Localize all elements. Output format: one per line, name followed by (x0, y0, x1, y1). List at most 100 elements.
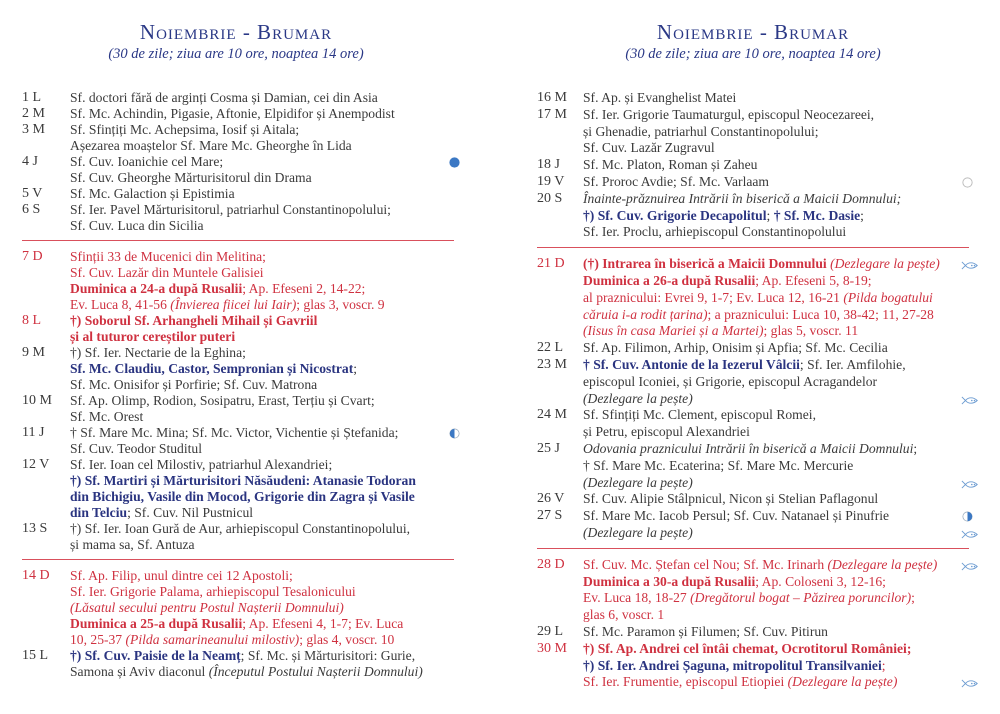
day-text: (†) Intrarea în biserică a Maicii Domnul… (583, 256, 978, 340)
text-segment: Sf. Cuv. Luca din Sicilia (70, 218, 204, 233)
day-entry: 24 M Sf. Sfințiți Mc. Clement, episcopul … (537, 407, 969, 441)
day-entry: 1 L Sf. doctori fără de arginți Cosma și … (22, 90, 454, 106)
text-segment: † Sf. Mare Mc. Ecaterina; Sf. Mare Mc. M… (583, 457, 854, 473)
text-segment: ; Ap. Efeseni 2, 14-22; (242, 281, 366, 296)
saint-highlight: Sf. Mc. Claudiu, Castor, Sempronian și N… (70, 361, 354, 376)
day-text: Sf. doctori fără de arginți Cosma și Dam… (70, 90, 454, 106)
last-quarter-moon-icon (448, 427, 462, 439)
text-segment: Duminica a 25-a după Rusalii (70, 616, 243, 631)
day-text: Sf. Mc. Platon, Roman și Zaheu (583, 157, 969, 174)
day-label: 17 M (537, 106, 567, 122)
text-segment: ; (353, 361, 357, 376)
day-label: 14 D (22, 568, 50, 583)
page-right: Noiembrie - Brumar (30 de zile; ziua are… (537, 0, 978, 689)
text-line: Sf. Cuv. Ioanichie cel Mare; (70, 154, 460, 170)
text-line: Ev. Luca 18, 18-27 (Dregătorul bogat – P… (583, 590, 969, 607)
day-entry: 21 D (†) Intrarea în biserică a Maicii Do… (537, 256, 978, 340)
day-entry: 16 M Sf. Ap. și Evanghelist Matei (537, 90, 969, 107)
day-label: 24 M (537, 407, 567, 423)
text-line: Sf. Proroc Avdie; Sf. Mc. Varlaam (583, 173, 973, 191)
text-segment: episcopul Iconiei, și Grigorie, episcopu… (583, 373, 878, 389)
text-segment: Sf. Ier. Proclu, arhiepiscopul Constanti… (583, 224, 847, 240)
text-line: Sf. Mc. Paramon și Filumen; Sf. Cuv. Pit… (583, 624, 969, 641)
day-label: 11 J (22, 425, 45, 440)
saint-highlight: † Sf. Mc. Dasie (773, 207, 861, 223)
text-segment: ; (911, 590, 915, 606)
day-label: 30 M (537, 640, 567, 656)
text-line: din Telciu; Sf. Cuv. Nil Pustnicul (70, 505, 454, 521)
text-segment: Sf. Cuv. Gheorghe Mărturisitorul din Dra… (70, 170, 312, 185)
day-entry: 23 M † Sf. Cuv. Antonie de la Iezerul Vâl… (537, 357, 978, 407)
text-segment: Sf. Ap. și Evanghelist Matei (583, 90, 737, 105)
day-entry: 29 L Sf. Mc. Paramon și Filumen; Sf. Cuv.… (537, 624, 969, 641)
day-label: 26 V (537, 491, 565, 507)
day-label: 9 M (22, 345, 45, 360)
text-segment: Sf. Cuv. Lazăr Zugravul (583, 140, 715, 156)
calendar-section: 16 M Sf. Ap. și Evanghelist Matei 17 M Sf. … (537, 90, 973, 249)
day-entry: 7 D Sfinții 33 de Mucenici din Melitina; S… (22, 249, 454, 313)
italic-note: (Dezlegare la pește) (583, 474, 693, 490)
text-segment: Ev. Luca 8, 41-56 (70, 297, 171, 312)
italic-note: Odovania praznicului Intrării în biseric… (583, 440, 914, 456)
day-text: Sf. Ap. Filip, unul dintre cei 12 Aposto… (70, 568, 454, 648)
day-label: 25 J (537, 440, 560, 456)
day-text: Sf. Mc. Galaction și Epistimia (70, 186, 454, 202)
text-line: Sf. Cuv. Alipie Stâlpnicul, Nicon și Ste… (583, 491, 969, 508)
text-segment: Sf. Sfințiți Mc. Clement, episcopul Rome… (583, 407, 816, 423)
calendar-section: 1 L Sf. doctori fără de arginți Cosma și … (22, 90, 460, 241)
text-segment: Sf. Proroc Avdie; Sf. Mc. Varlaam (583, 173, 770, 189)
text-segment: Sf. Ap. Filimon, Arhip, Onisim și Apfia;… (583, 340, 888, 356)
day-text: Sf. Mare Mc. Iacob Persul; Sf. Cuv. Nata… (583, 508, 978, 542)
day-label: 13 S (22, 521, 48, 536)
calendar-list: 16 M Sf. Ap. și Evanghelist Matei 17 M Sf. … (537, 90, 978, 697)
text-line: Sf. Ier. Grigorie Taumaturgul, episcopul… (583, 107, 969, 124)
text-line: Duminica a 30-a după Rusalii; Ap. Colose… (583, 574, 969, 591)
text-line: episcopul Iconiei, și Grigorie, episcopu… (583, 374, 969, 391)
text-line: † Sf. Cuv. Antonie de la Iezerul Vâlcii;… (583, 357, 969, 374)
text-line: Așezarea moaștelor Sf. Mare Mc. Gheorghe… (70, 138, 454, 154)
day-entry: 11 J † Sf. Mare Mc. Mina; Sf. Mc. Victor,… (22, 425, 460, 457)
text-line: (Lăsatul secului pentru Postul Nașterii … (70, 600, 454, 616)
new-moon-icon (961, 176, 975, 188)
text-line: †) Soborul Sf. Arhangheli Mihail și Gavr… (70, 313, 454, 329)
text-segment: Sf. Mc. Paramon și Filumen; Sf. Cuv. Pit… (583, 623, 828, 639)
text-segment: ; Sf. Cuv. Nil Pustnicul (127, 505, 254, 520)
day-text: †) Sf. Cuv. Paisie de la Neamț; Sf. Mc. … (70, 648, 454, 680)
text-segment: †) Sf. Ap. Andrei cel întâi chemat, Ocro… (583, 640, 912, 656)
text-line: al praznicului: Evrei 9, 1-7; Ev. Luca 1… (583, 290, 969, 307)
text-line: Sf. Ier. Proclu, arhiepiscopul Constanti… (583, 224, 969, 241)
day-label: 6 S (22, 202, 41, 217)
day-label: 20 S (537, 190, 563, 206)
fish-icon (961, 676, 978, 688)
day-entry: 27 S Sf. Mare Mc. Iacob Persul; Sf. Cuv. … (537, 508, 978, 542)
calendar-section: 21 D (†) Intrarea în biserică a Maicii Do… (537, 256, 978, 549)
text-line: Sf. Ap. Filip, unul dintre cei 12 Aposto… (70, 568, 454, 584)
text-segment: Sf. Mc. Achindin, Pigasie, Aftonie, Elpi… (70, 106, 395, 121)
text-segment: ; glas 5, voscr. 11 (763, 323, 859, 339)
day-text: Sf. Ier. Grigorie Taumaturgul, episcopul… (583, 107, 969, 157)
day-label: 29 L (537, 623, 564, 639)
saint-highlight: †) Sf. Ier. Andrei Șaguna, mitropolitul … (583, 657, 882, 673)
day-entry: 6 S Sf. Ier. Pavel Mărturisitorul, patria… (22, 202, 454, 234)
text-line: Odovania praznicului Intrării în biseric… (583, 441, 969, 458)
text-line: Sf. Ier. Grigorie Palama, arhiepiscopul … (70, 584, 454, 600)
day-text: Sf. Cuv. Ioanichie cel Mare; Sf. Cuv. Ghe… (70, 154, 460, 186)
text-segment: și Petru, episcopul Alexandriei (583, 424, 750, 440)
italic-note: Înainte-prăznuirea Intrării în biserică … (583, 190, 902, 206)
text-line: și mama sa, Sf. Antuza (70, 537, 454, 553)
italic-note: (Dregătorul bogat – Păzirea poruncilor) (690, 590, 912, 606)
text-line: Sf. Ap. Filimon, Arhip, Onisim și Apfia;… (583, 340, 969, 357)
day-label: 5 V (22, 186, 43, 201)
day-text: † Sf. Cuv. Antonie de la Iezerul Vâlcii;… (583, 357, 978, 407)
day-entry: 26 V Sf. Cuv. Alipie Stâlpnicul, Nicon și… (537, 491, 969, 508)
italic-note: (Dezlegare la pește) (583, 390, 693, 406)
saint-highlight: †) Sf. Cuv. Grigorie Decapolitul (583, 207, 767, 223)
day-text: † Sf. Mare Mc. Mina; Sf. Mc. Victor, Vic… (70, 425, 460, 457)
day-entry: 30 M †) Sf. Ap. Andrei cel întâi chemat, … (537, 640, 978, 691)
text-line: †) Sf. Cuv. Paisie de la Neamț; Sf. Mc. … (70, 648, 454, 664)
day-entry: 15 L †) Sf. Cuv. Paisie de la Neamț; Sf. … (22, 648, 454, 680)
italic-note: (Dezlegare la pește) (787, 674, 898, 690)
day-entry: 4 J Sf. Cuv. Ioanichie cel Mare; Sf. Cuv. … (22, 154, 460, 186)
text-segment: al praznicului: Evrei 9, 1-7; Ev. Luca 1… (583, 289, 844, 305)
text-line: Sf. Mc. Galaction și Epistimia (70, 186, 454, 202)
